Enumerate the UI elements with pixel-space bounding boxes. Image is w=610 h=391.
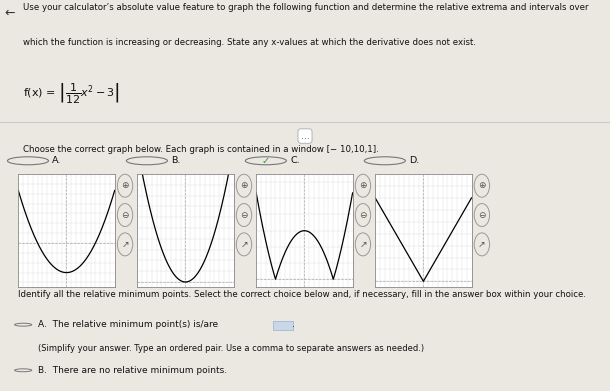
Text: Identify all the relative minimum points. Select the correct choice below and, i: Identify all the relative minimum points… xyxy=(18,291,586,300)
Text: ...: ... xyxy=(301,131,309,141)
Text: ✓: ✓ xyxy=(262,156,270,166)
Text: ←: ← xyxy=(5,6,15,19)
FancyBboxPatch shape xyxy=(273,321,293,330)
Text: ↗: ↗ xyxy=(121,240,129,249)
Text: f(x) = $\left|\dfrac{1}{12}x^2-3\right|$: f(x) = $\left|\dfrac{1}{12}x^2-3\right|$ xyxy=(23,81,120,105)
Text: D.: D. xyxy=(409,156,419,165)
Text: C.: C. xyxy=(290,156,300,165)
Text: ↗: ↗ xyxy=(240,240,248,249)
Text: ⊖: ⊖ xyxy=(359,210,367,220)
Text: B.: B. xyxy=(171,156,181,165)
Text: A.: A. xyxy=(52,156,62,165)
Text: Choose the correct graph below. Each graph is contained in a window [− 10,10,1].: Choose the correct graph below. Each gra… xyxy=(23,145,379,154)
Text: Use your calculator’s absolute value feature to graph the following function and: Use your calculator’s absolute value fea… xyxy=(23,3,589,12)
Text: ⊖: ⊖ xyxy=(240,210,248,220)
Text: which the function is increasing or decreasing. State any x-values at which the : which the function is increasing or decr… xyxy=(23,38,476,47)
Text: (Simplify your answer. Type an ordered pair. Use a comma to separate answers as : (Simplify your answer. Type an ordered p… xyxy=(38,344,424,353)
Text: ⊖: ⊖ xyxy=(121,210,129,220)
Text: ⊕: ⊕ xyxy=(359,181,367,190)
Text: ⊖: ⊖ xyxy=(478,210,486,220)
Text: ⊕: ⊕ xyxy=(121,181,129,190)
Text: .: . xyxy=(292,320,295,329)
Text: ⊕: ⊕ xyxy=(478,181,486,190)
Text: ↗: ↗ xyxy=(478,240,486,249)
Text: ↗: ↗ xyxy=(359,240,367,249)
Text: ⊕: ⊕ xyxy=(240,181,248,190)
Text: B.  There are no relative minimum points.: B. There are no relative minimum points. xyxy=(38,366,227,375)
Text: A.  The relative minimum point(s) is/are: A. The relative minimum point(s) is/are xyxy=(38,320,218,329)
